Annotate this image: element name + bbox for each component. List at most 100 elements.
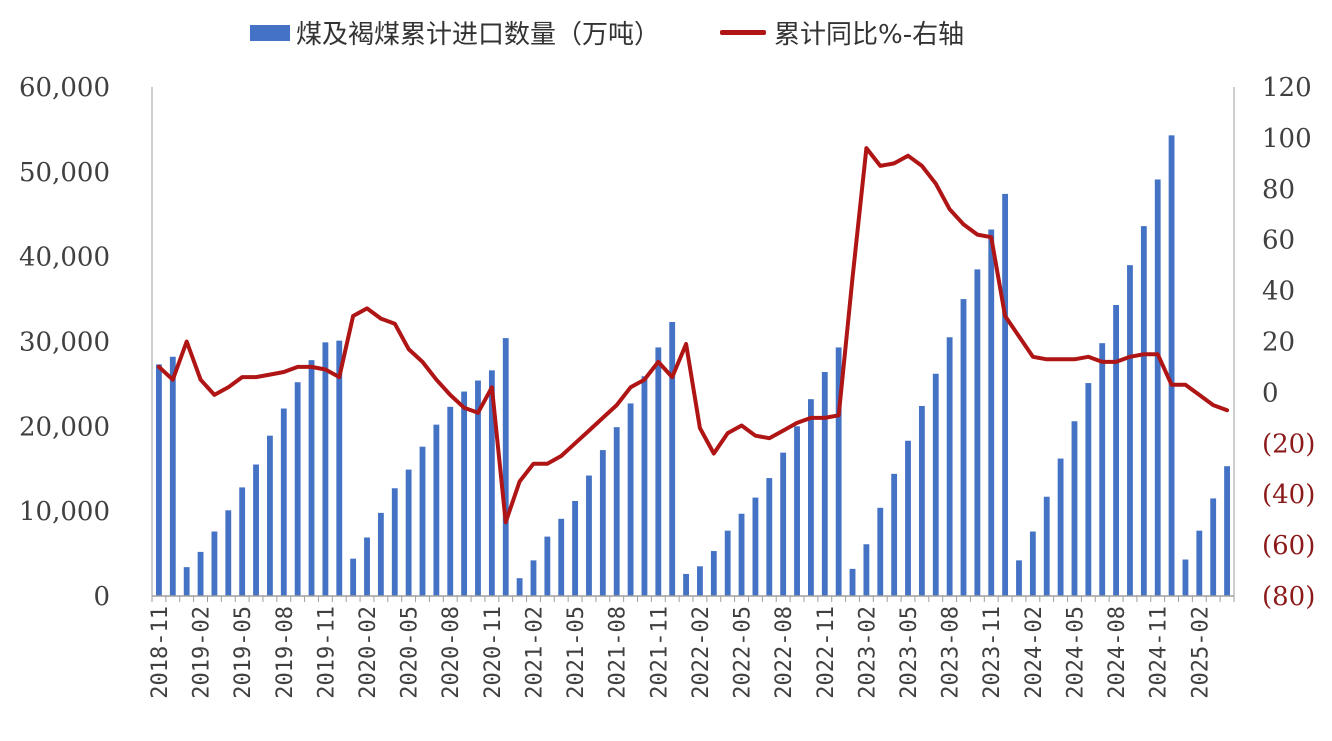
bar-2020-11: [488, 370, 495, 596]
bar-2023-04: [891, 473, 898, 596]
left-tick-label: 30,000: [19, 328, 110, 358]
bar-2023-07: [932, 373, 939, 596]
x-tick-label: 2021-11: [647, 606, 672, 699]
bar-2020-09: [461, 391, 468, 596]
bar-2023-08: [946, 337, 953, 596]
bar-2022-12: [835, 347, 842, 596]
right-axis-ticks: (80) (60) (40) (20) 0 20 40 60 80 100 120: [1262, 73, 1315, 612]
bar-2024-02: [1029, 531, 1036, 596]
right-tick-label: 120: [1262, 73, 1312, 103]
axes: [151, 87, 1235, 602]
x-tick-label: 2021-05: [564, 606, 589, 699]
bar-2022-09: [794, 426, 800, 596]
bar-2023-09: [960, 299, 967, 596]
bar-2024-03: [1043, 496, 1050, 596]
bar-2022-01: [683, 573, 689, 596]
bar-2019-05: [239, 487, 246, 596]
line-series: [156, 146, 1230, 525]
bar-2022-10: [807, 399, 814, 596]
bar-2019-01: [183, 567, 190, 596]
bar-2025-03: [1210, 498, 1217, 596]
bar-2024-08: [1113, 305, 1120, 596]
bar-2023-05: [905, 440, 911, 596]
x-tick-label: 2020-05: [398, 606, 423, 699]
bar-2020-01: [350, 558, 357, 596]
bar-2021-04: [558, 518, 565, 596]
bar-2019-07: [266, 435, 273, 596]
x-tick-label: 2019-02: [190, 606, 215, 699]
bar-2021-09: [627, 403, 634, 596]
bar-2025-01: [1182, 559, 1189, 596]
x-tick-label: 2020-08: [439, 606, 464, 699]
yoy-line: [156, 146, 1230, 525]
bar-2019-12: [336, 340, 343, 596]
x-tick-label: 2023-08: [939, 606, 964, 699]
bar-2020-08: [447, 406, 454, 596]
right-tick-label: (20): [1262, 429, 1315, 459]
left-tick-label: 50,000: [19, 158, 110, 188]
bar-2022-02: [697, 566, 703, 596]
bar-2022-07: [766, 478, 773, 596]
right-tick-label: 0: [1262, 378, 1279, 408]
bar-2019-02: [197, 551, 204, 596]
bar-2022-08: [780, 452, 787, 596]
x-tick-label: 2020-11: [481, 606, 506, 699]
right-tick-label: (60): [1262, 531, 1315, 561]
x-tick-label: 2020-02: [356, 606, 381, 699]
x-tick-label: 2019-11: [314, 606, 339, 699]
x-tick-label: 2024-11: [1147, 606, 1172, 699]
bar-2024-04: [1057, 458, 1064, 596]
x-tick-label: 2024-05: [1063, 606, 1088, 699]
x-tick-label: 2024-08: [1105, 606, 1130, 699]
legend-bar-swatch: [250, 24, 290, 41]
bar-2024-11: [1154, 179, 1161, 597]
bar-2022-06: [752, 497, 759, 596]
bar-2024-07: [1099, 343, 1106, 596]
legend-item-line: 累计同比%-右轴: [720, 14, 964, 51]
bar-2018-12: [169, 356, 176, 596]
left-axis-ticks: 0 10,000 20,000 30,000 40,000 50,000 60,000: [19, 73, 110, 612]
bar-2024-06: [1085, 383, 1092, 596]
left-tick-label: 20,000: [19, 412, 110, 442]
x-tick-label: 2022-05: [731, 606, 756, 699]
bar-2020-12: [502, 338, 509, 596]
chart-legend: 煤及褐煤累计进口数量（万吨） 累计同比%-右轴: [250, 14, 1024, 51]
bar-2020-10: [475, 380, 481, 596]
bar-2024-12: [1168, 135, 1175, 597]
bar-2025-04: [1224, 466, 1230, 596]
bar-2022-11: [821, 372, 828, 596]
bar-2020-04: [391, 488, 398, 596]
x-tick-label: 2022-02: [689, 606, 714, 699]
x-tick-label: 2019-08: [273, 606, 298, 699]
bar-2019-06: [253, 464, 259, 596]
bar-2022-03: [710, 551, 717, 596]
x-tick-label: 2023-11: [980, 606, 1005, 699]
right-tick-label: 40: [1262, 277, 1295, 307]
bar-2024-09: [1127, 265, 1133, 596]
bar-2020-06: [419, 446, 426, 596]
bar-2021-08: [613, 427, 620, 596]
bar-2021-12: [669, 321, 676, 596]
right-tick-label: (80): [1262, 582, 1315, 612]
legend-line-swatch: [720, 30, 767, 35]
bar-2023-11: [988, 229, 995, 596]
bar-2020-03: [377, 512, 384, 596]
x-axis-ticks: 2018-11 2019-02 2019-05 2019-08 2019-11 2020-…: [148, 606, 1213, 699]
bar-2023-01: [849, 568, 856, 596]
right-tick-label: 80: [1262, 175, 1295, 205]
bar-2019-04: [225, 510, 232, 596]
bar-2019-10: [308, 360, 315, 596]
bar-2021-06: [586, 475, 592, 596]
left-tick-label: 40,000: [19, 243, 110, 273]
bar-2020-07: [433, 424, 440, 596]
x-tick-label: 2023-05: [897, 606, 922, 699]
bar-2021-02: [530, 560, 537, 596]
bar-2024-01: [1016, 560, 1022, 596]
bar-2023-06: [918, 405, 925, 596]
x-tick-label: 2022-11: [814, 606, 839, 699]
left-tick-label: 0: [93, 582, 110, 612]
bar-2019-11: [322, 342, 329, 596]
x-tick-label: 2021-08: [606, 606, 631, 699]
x-tick-label: 2025-02: [1188, 606, 1213, 699]
